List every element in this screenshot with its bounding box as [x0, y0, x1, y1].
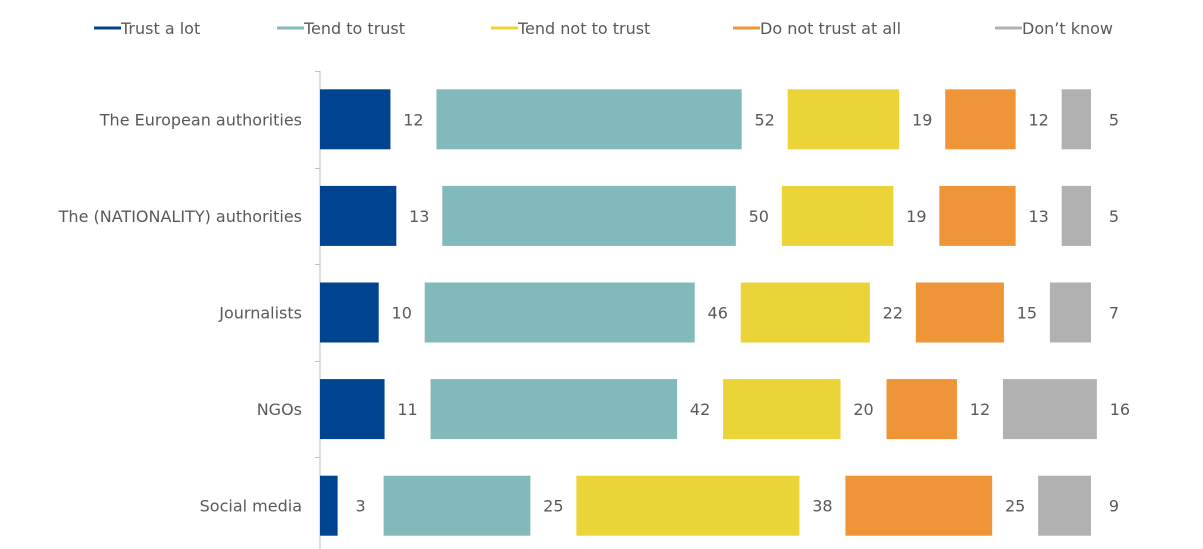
legend-label-trust-a-lot: Trust a lot: [120, 19, 200, 38]
legend-label-tend-not-to-trust: Tend not to trust: [517, 19, 650, 38]
value-label-trust-a-lot-journalists: 10: [392, 304, 412, 323]
bar-tend-not-to-trust-journalists: [740, 282, 870, 343]
bar-do-not-trust-at-all-the-european-authorities: [945, 89, 1016, 150]
value-label-don-t-know-journalists: 7: [1109, 304, 1119, 323]
bar-tend-to-trust-journalists: [424, 282, 695, 343]
value-label-do-not-trust-at-all-the-nationality-authorities: 13: [1028, 207, 1048, 226]
bar-do-not-trust-at-all-ngos: [886, 379, 957, 440]
bar-tend-not-to-trust-the-european-authorities: [787, 89, 900, 150]
bar-tend-not-to-trust-the-nationality-authorities: [781, 185, 894, 246]
value-label-do-not-trust-at-all-ngos: 12: [970, 400, 990, 419]
value-label-trust-a-lot-the-european-authorities: 12: [403, 110, 423, 129]
legend-label-do-not-trust-at-all: Do not trust at all: [760, 19, 901, 38]
category-label-the-nationality-authorities: The (NATIONALITY) authorities: [58, 207, 302, 226]
bar-tend-not-to-trust-social-media: [576, 475, 800, 536]
value-label-tend-not-to-trust-the-european-authorities: 19: [912, 110, 932, 129]
bar-tend-to-trust-social-media: [383, 475, 531, 536]
value-label-do-not-trust-at-all-journalists: 15: [1017, 304, 1037, 323]
legend: Trust a lot Tend to trust Tend not to trus…: [94, 19, 1113, 38]
value-label-trust-a-lot-ngos: 11: [397, 400, 417, 419]
bar-tend-not-to-trust-ngos: [723, 379, 841, 440]
bar-tend-to-trust-the-european-authorities: [436, 89, 742, 150]
value-label-tend-not-to-trust-ngos: 20: [853, 400, 873, 419]
legend-label-tend-to-trust: Tend to trust: [303, 19, 405, 38]
category-label-journalists: Journalists: [218, 304, 302, 323]
bar-do-not-trust-at-all-social-media: [845, 475, 993, 536]
value-label-tend-to-trust-ngos: 42: [690, 400, 710, 419]
value-label-tend-to-trust-the-european-authorities: 52: [755, 110, 775, 129]
bar-tend-to-trust-the-nationality-authorities: [442, 185, 736, 246]
value-label-tend-to-trust-the-nationality-authorities: 50: [749, 207, 769, 226]
category-labels: The European authorities The (NATIONALITY…: [58, 110, 302, 515]
legend-label-don-t-know: Don’t know: [1022, 19, 1113, 38]
bar-do-not-trust-at-all-journalists: [915, 282, 1004, 343]
bar-don-t-know-the-european-authorities: [1061, 89, 1091, 150]
value-labels: 12 52 19 12 5 13 50 19 13 5 10 46 22 15 7 11 42 20 12 16 3 25…: [356, 110, 1131, 515]
category-label-the-european-authorities: The European authorities: [99, 110, 302, 129]
bar-don-t-know-social-media: [1038, 475, 1091, 536]
value-label-tend-to-trust-journalists: 46: [708, 304, 728, 323]
category-label-ngos: NGOs: [257, 400, 302, 419]
bar-trust-a-lot-the-european-authorities: [320, 89, 391, 150]
value-label-tend-to-trust-social-media: 25: [543, 497, 563, 516]
bar-tend-to-trust-ngos: [430, 379, 678, 440]
value-label-do-not-trust-at-all-social-media: 25: [1005, 497, 1025, 516]
bar-do-not-trust-at-all-the-nationality-authorities: [939, 185, 1016, 246]
bar-trust-a-lot-journalists: [320, 282, 379, 343]
value-label-do-not-trust-at-all-the-european-authorities: 12: [1028, 110, 1048, 129]
value-label-trust-a-lot-social-media: 3: [356, 497, 366, 516]
value-label-trust-a-lot-the-nationality-authorities: 13: [409, 207, 429, 226]
value-label-don-t-know-ngos: 16: [1110, 400, 1130, 419]
category-label-social-media: Social media: [200, 497, 302, 516]
value-label-tend-not-to-trust-journalists: 22: [883, 304, 903, 323]
value-label-tend-not-to-trust-social-media: 38: [812, 497, 832, 516]
bar-don-t-know-journalists: [1049, 282, 1091, 343]
bar-don-t-know-ngos: [1002, 379, 1097, 440]
value-label-don-t-know-social-media: 9: [1109, 497, 1119, 516]
bar-trust-a-lot-ngos: [320, 379, 385, 440]
bar-trust-a-lot-social-media: [320, 475, 338, 536]
bar-don-t-know-the-nationality-authorities: [1061, 185, 1091, 246]
category-axis-ticks: [315, 71, 320, 458]
value-label-don-t-know-the-nationality-authorities: 5: [1109, 207, 1119, 226]
value-label-don-t-know-the-european-authorities: 5: [1109, 110, 1119, 129]
value-label-tend-not-to-trust-the-nationality-authorities: 19: [906, 207, 926, 226]
bars: [320, 89, 1097, 536]
bar-trust-a-lot-the-nationality-authorities: [320, 185, 397, 246]
